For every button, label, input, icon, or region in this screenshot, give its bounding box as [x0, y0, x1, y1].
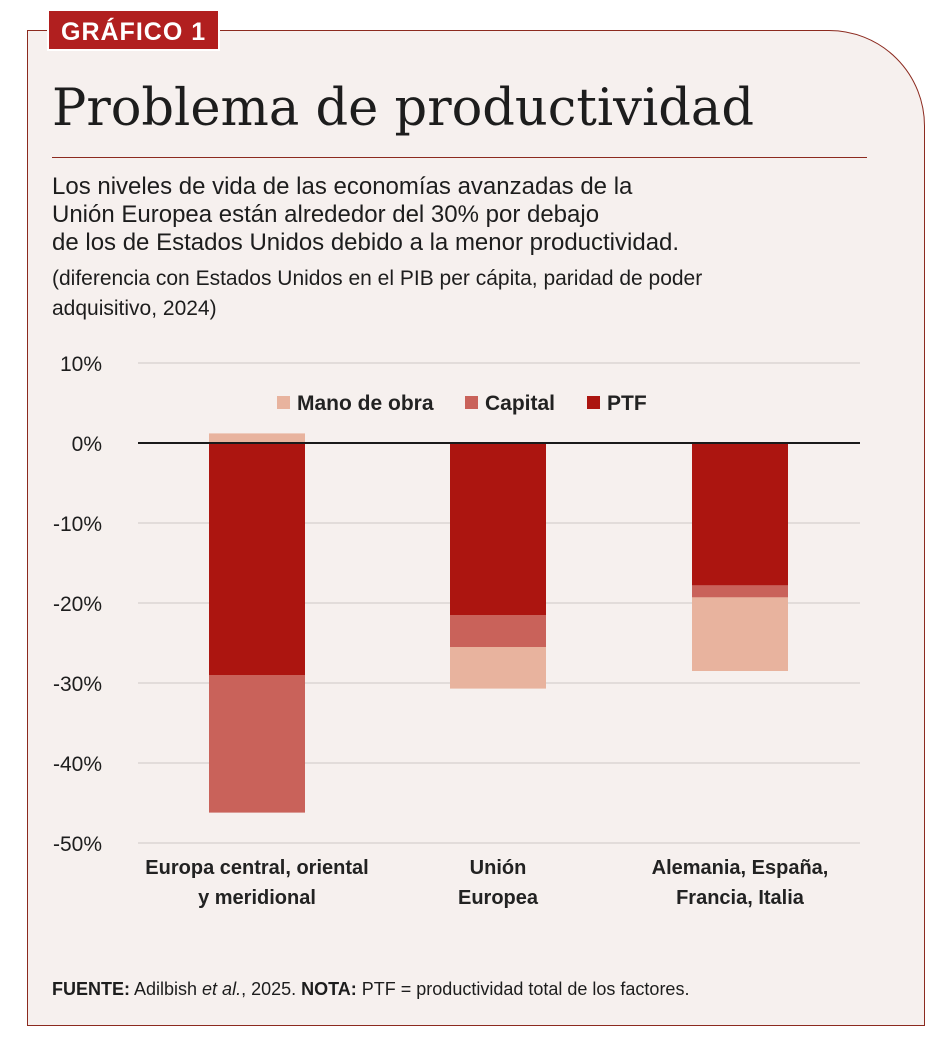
note-line: (diferencia con Estados Unidos en el PIB…: [52, 267, 703, 290]
category-label: y meridional: [198, 887, 316, 909]
category-label: Europa central, oriental: [145, 857, 368, 879]
legend: Mano de obra Capital PTF: [277, 392, 647, 415]
source-label: FUENTE:: [52, 979, 130, 999]
y-tick-label: -20%: [53, 593, 102, 616]
legend-swatch: [465, 396, 478, 409]
chart-title: Problema de productividad: [52, 79, 754, 138]
subtitle-line: de los de Estados Unidos debido a la men…: [52, 229, 680, 256]
y-tick-label: -30%: [53, 673, 102, 696]
y-tick-label: -40%: [53, 753, 102, 776]
bar-segment-capital: [209, 675, 305, 813]
bar-segment-ptf: [209, 443, 305, 675]
chart-subtitle: Los niveles de vida de las economías ava…: [52, 173, 882, 257]
bar-layer: [209, 433, 788, 813]
figure-tag: GRÁFICO 1: [47, 9, 221, 51]
source-text: Adilbish: [130, 979, 203, 999]
legend-label: PTF: [607, 392, 647, 415]
category-label: Europea: [458, 887, 539, 909]
legend-swatch: [587, 396, 600, 409]
nota-text: PTF = productividad total de los factore…: [356, 979, 690, 999]
x-axis-categories: Europa central, oriental y meridional Unió…: [145, 857, 828, 909]
source-italic: et al.: [202, 979, 242, 999]
bar-segment-capital: [450, 615, 546, 647]
category-label: Unión: [470, 857, 527, 879]
legend-label: Capital: [485, 392, 555, 415]
bar-segment-mano-de-obra: [209, 433, 305, 443]
y-tick-label: 0%: [72, 433, 102, 456]
category-label: Alemania, España,: [652, 857, 829, 879]
nota-label: NOTA:: [301, 979, 357, 999]
bar-segment-ptf: [450, 443, 546, 615]
y-tick-label: 10%: [60, 353, 102, 376]
y-axis-ticks: 10% 0% -10% -20% -30% -40% -50%: [53, 353, 102, 856]
source-year: , 2025.: [241, 979, 302, 999]
note-line: adquisitivo, 2024): [52, 297, 217, 320]
bar-segment-ptf: [692, 443, 788, 586]
legend-label: Mano de obra: [297, 392, 434, 415]
y-tick-label: -10%: [53, 513, 102, 536]
source-note: FUENTE: Adilbish et al., 2025. NOTA: PTF…: [52, 977, 689, 1001]
y-tick-label: -50%: [53, 833, 102, 856]
chart-units-note: (diferencia con Estados Unidos en el PIB…: [52, 264, 872, 324]
title-divider: [52, 157, 867, 158]
bar-segment-capital: [692, 585, 788, 598]
category-label: Francia, Italia: [676, 887, 805, 909]
subtitle-line: Los niveles de vida de las economías ava…: [52, 173, 633, 200]
subtitle-line: Unión Europea están alrededor del 30% po…: [52, 201, 600, 228]
legend-swatch: [277, 396, 290, 409]
bar-segment-mano-de-obra: [692, 597, 788, 671]
bar-segment-mano-de-obra: [450, 647, 546, 689]
